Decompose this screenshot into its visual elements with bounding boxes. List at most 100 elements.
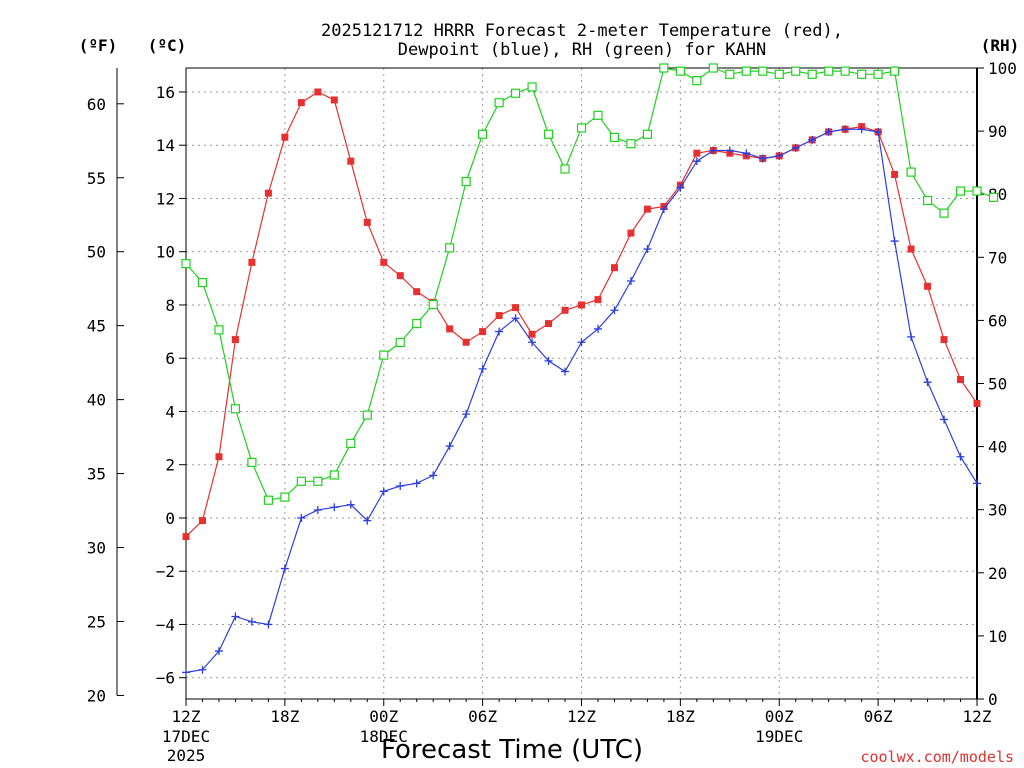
dewpoint-point — [182, 668, 190, 677]
x-tick-label: 06Z — [864, 707, 893, 726]
dewpoint-point — [676, 183, 685, 192]
dewpoint-point — [478, 364, 487, 373]
temperature-point — [314, 88, 322, 96]
rh-point — [824, 66, 834, 76]
dewpoint-point — [511, 314, 520, 323]
dewpoint-point — [874, 127, 883, 136]
rh-unit-label: (RH) — [981, 36, 1020, 55]
celsius-tick-label: −4 — [156, 615, 175, 634]
dewpoint-point — [313, 505, 322, 514]
dewpoint-point — [725, 146, 734, 155]
rh-point — [741, 66, 751, 76]
rh-point — [955, 186, 966, 196]
temperature-point — [594, 296, 602, 304]
rh-tick-label: 90 — [988, 122, 1007, 141]
rh-point — [725, 69, 735, 79]
dewpoint-point — [412, 479, 421, 488]
dewpoint-point — [561, 367, 570, 376]
rh-point — [708, 63, 718, 73]
dewpoint-point — [742, 149, 751, 158]
fahrenheit-tick-label: 55 — [87, 169, 106, 188]
celsius-tick-label: −2 — [156, 562, 175, 581]
chart-title: 2025121712 HRRR Forecast 2-meter Tempera… — [321, 21, 843, 60]
fahrenheit-unit-label: (ºF) — [79, 36, 118, 55]
temperature-point — [907, 245, 915, 253]
rh-point — [346, 438, 356, 449]
dewpoint-point — [758, 154, 767, 163]
temperature-point — [396, 272, 404, 280]
rh-point — [659, 63, 669, 73]
x-tick-sublabel: 19DEC — [755, 727, 803, 746]
celsius-tick-label: 2 — [165, 456, 175, 475]
rh-tick-label: 0 — [988, 690, 998, 709]
dewpoint-point — [593, 324, 602, 333]
series-rh — [181, 63, 999, 505]
grid-lines — [186, 68, 977, 699]
rh-point — [906, 167, 916, 177]
dewpoint-point — [940, 415, 949, 424]
x-tick-sublabel: 2025 — [167, 746, 206, 765]
dewpoint-point — [379, 487, 388, 496]
temperature-point — [198, 517, 206, 525]
title-line-1: 2025121712 HRRR Forecast 2-meter Tempera… — [321, 21, 843, 41]
rh-point — [428, 300, 438, 310]
x-axis-title: Forecast Time (UTC) — [381, 735, 643, 765]
fahrenheit-tick-label: 30 — [87, 539, 106, 558]
celsius-tick-label: 0 — [165, 509, 175, 528]
title-line-2: Dewpoint (blue), RH (green) for KAHN — [398, 40, 766, 60]
temperature-point — [973, 399, 981, 407]
x-tick-sublabel: 17DEC — [162, 727, 210, 746]
dewpoint-point — [544, 356, 553, 365]
rh-point — [840, 66, 850, 76]
rh-point — [939, 208, 949, 218]
rh-point — [445, 243, 455, 253]
rh-point — [494, 98, 504, 108]
temperature-point — [215, 453, 223, 461]
dewpoint-point — [643, 245, 652, 254]
dewpoint-point — [808, 135, 817, 144]
temperature-point — [330, 96, 338, 104]
dewpoint-point — [231, 612, 240, 621]
fahrenheit-tick-label: 20 — [87, 686, 106, 705]
rh-point — [873, 69, 883, 79]
fahrenheit-tick-label: 50 — [87, 243, 106, 262]
dewpoint-point — [907, 332, 916, 341]
dewpoint-point — [247, 617, 256, 626]
x-tick-label: 06Z — [468, 707, 497, 726]
rh-point — [922, 195, 933, 206]
fahrenheit-tick-label: 60 — [87, 95, 106, 114]
dewpoint-point — [956, 452, 965, 461]
dewpoint-point — [346, 500, 355, 509]
temperature-point — [380, 258, 388, 266]
rh-point — [395, 337, 405, 348]
rh-tick-label: 100 — [988, 59, 1017, 78]
rh-point — [247, 457, 257, 467]
rh-point — [527, 82, 537, 92]
temperature-point — [462, 338, 470, 346]
x-tick-label: 18Z — [270, 707, 299, 726]
dewpoint-point — [791, 143, 800, 152]
temperature-point — [446, 325, 454, 333]
dewpoint-point — [330, 503, 339, 512]
x-tick-label: 12Z — [567, 707, 596, 726]
temperature-point — [643, 205, 651, 213]
rh-tick-label: 20 — [988, 564, 1007, 583]
rh-point — [626, 139, 636, 149]
celsius-tick-label: 16 — [156, 83, 175, 102]
x-tick-label: 12Z — [172, 707, 201, 726]
dewpoint-point — [890, 237, 899, 246]
rh-point — [263, 495, 273, 505]
celsius-tick-label: −6 — [156, 669, 175, 688]
rh-point — [560, 164, 570, 174]
x-tick-label: 00Z — [369, 707, 398, 726]
dewpoint-point — [198, 665, 207, 674]
rh-point — [230, 404, 241, 414]
rh-tick-label: 60 — [988, 311, 1007, 330]
credit-text: coolwx.com/models — [860, 748, 1014, 766]
celsius-tick-label: 12 — [156, 189, 175, 208]
dewpoint-point — [626, 276, 635, 285]
fahrenheit-tick-label: 45 — [87, 317, 106, 336]
dewpoint-point — [775, 151, 784, 160]
celsius-tick-label: 8 — [165, 296, 175, 315]
temperature-point — [957, 376, 965, 384]
